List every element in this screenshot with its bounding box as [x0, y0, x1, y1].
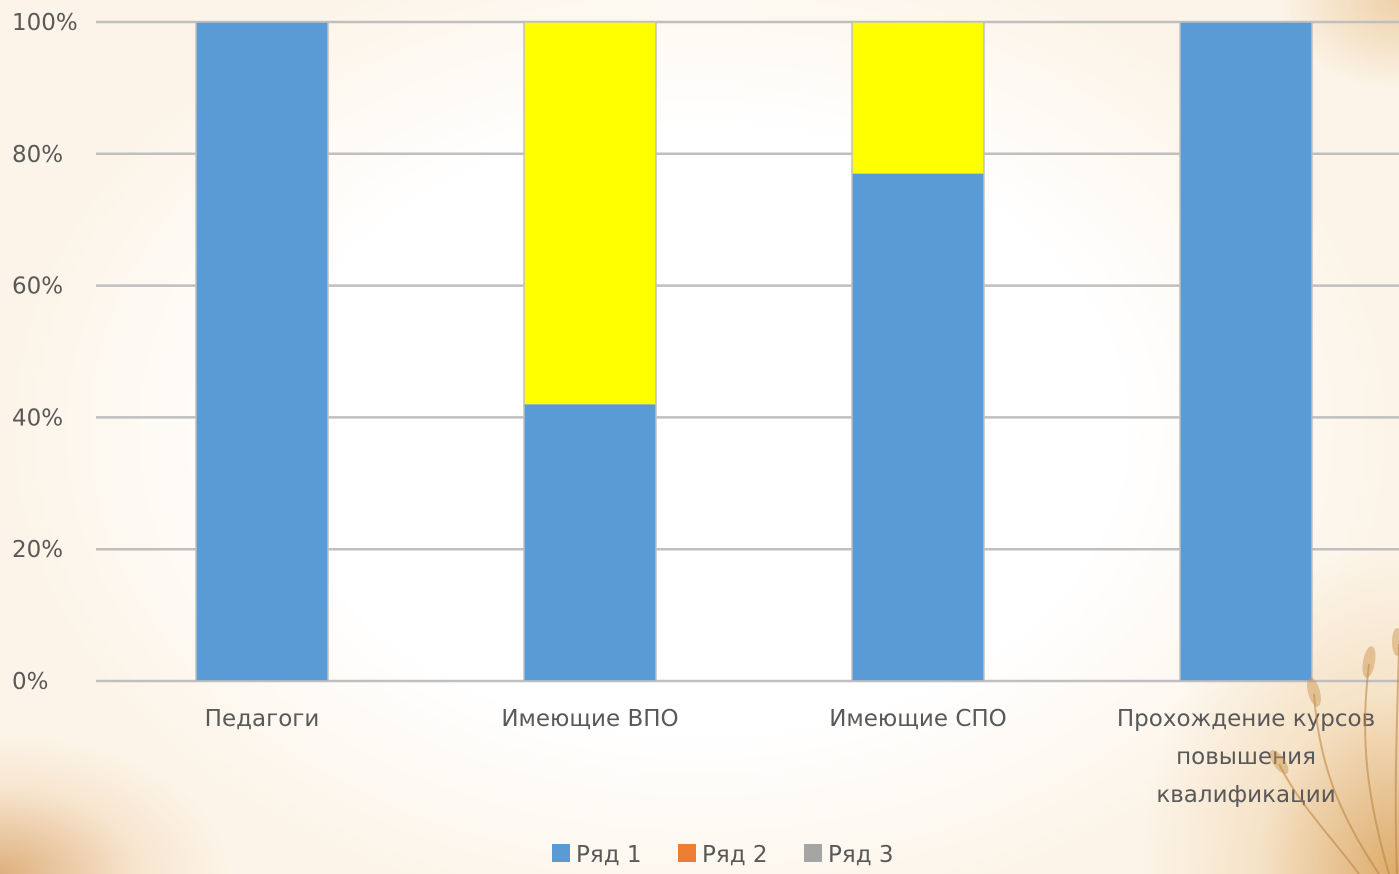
- x-category-label: Прохождение курсов повышения квалификации: [1117, 706, 1375, 808]
- bar-segment-series-1: [196, 22, 328, 681]
- bar-outline: [851, 21, 985, 682]
- x-category-label: Педагоги: [205, 706, 320, 732]
- y-axis-tick-labels: 0% 20% 40% 60% 80% 100%: [12, 10, 78, 695]
- x-axis-category-labels: Педагоги Имеющие ВПО Имеющие СПО Прохождени…: [205, 706, 1375, 808]
- bar-outline: [195, 21, 329, 682]
- y-tick-label: 20%: [12, 537, 63, 563]
- bar-segment-highlight: [524, 22, 656, 405]
- bar-outline: [523, 21, 657, 682]
- legend-label: Ряд 1: [576, 842, 642, 868]
- bar-outline: [1179, 21, 1313, 682]
- y-tick-label: 40%: [12, 405, 63, 431]
- bar-segment-series-1: [1180, 22, 1312, 681]
- legend-swatch: [678, 844, 696, 862]
- legend-swatch: [552, 844, 570, 862]
- bar-segment-series-1: [524, 404, 656, 681]
- y-tick-label: 100%: [12, 10, 78, 36]
- legend: Ряд 1 Ряд 2 Ряд 3: [552, 842, 894, 868]
- legend-label: Ряд 2: [702, 842, 768, 868]
- y-tick-label: 0%: [12, 669, 49, 695]
- x-category-label: Имеющие ВПО: [501, 706, 678, 732]
- y-tick-label: 80%: [12, 142, 63, 168]
- bars: [195, 21, 1313, 682]
- x-category-label: Имеющие СПО: [829, 706, 1007, 732]
- legend-swatch: [804, 844, 822, 862]
- bar-segment-highlight: [852, 22, 984, 174]
- y-tick-label: 60%: [12, 274, 63, 300]
- bar-segment-series-1: [852, 173, 984, 681]
- legend-label: Ряд 3: [828, 842, 894, 868]
